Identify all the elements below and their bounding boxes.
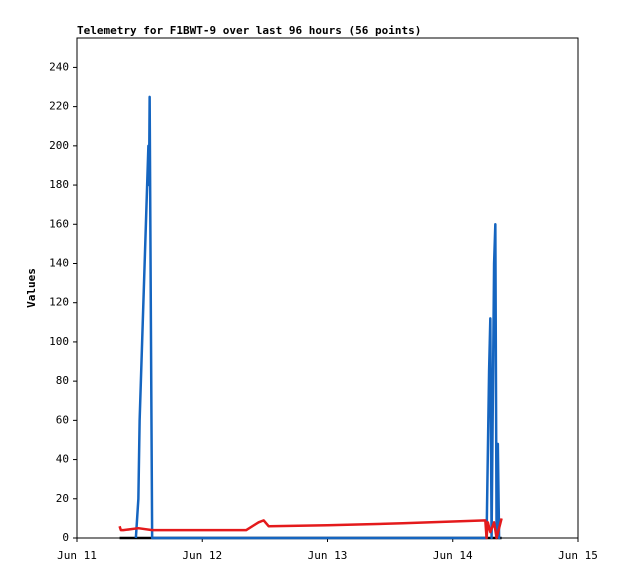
y-tick-label: 240 [49,60,69,73]
chart-title: Telemetry for F1BWT-9 over last 96 hours… [77,24,421,37]
y-tick-label: 200 [49,139,69,152]
y-tick-label: 100 [49,335,69,348]
y-tick-label: 60 [56,413,69,426]
x-tick-label: Jun 12 [182,549,222,562]
x-tick-label: Jun 11 [57,549,97,562]
y-tick-label: 120 [49,296,69,309]
y-axis-label: Values [25,268,38,308]
y-tick-label: 140 [49,256,69,269]
y-tick-label: 180 [49,178,69,191]
y-tick-label: 20 [56,492,69,505]
y-tick-label: 80 [56,374,69,387]
series-line [118,518,503,540]
x-tick-label: Jun 15 [558,549,598,562]
y-tick-label: 40 [56,453,69,466]
x-tick-label: Jun 14 [433,549,473,562]
y-tick-label: 160 [49,217,69,230]
series-line [134,95,501,540]
y-tick-label: 0 [62,531,69,544]
x-tick-label: Jun 13 [308,549,348,562]
y-tick-label: 220 [49,100,69,113]
